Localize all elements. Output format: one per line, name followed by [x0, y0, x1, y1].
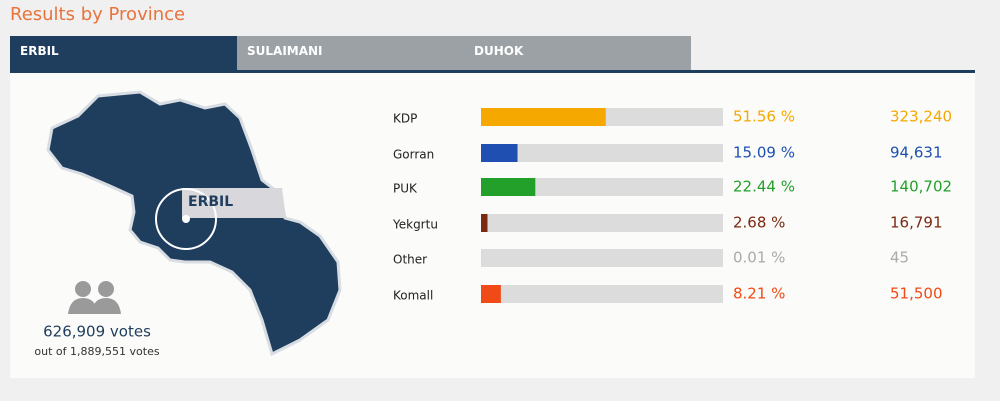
bar: [481, 178, 536, 196]
votes-label: 323,240: [890, 108, 952, 126]
votes-label: 94,631: [890, 144, 943, 162]
bar-track: [481, 144, 723, 162]
bar-track: [481, 249, 723, 267]
percent-label: 22.44 %: [733, 178, 795, 196]
voters-icon: [68, 281, 121, 314]
bar-track: [481, 214, 723, 232]
party-label: Other: [393, 253, 427, 267]
bar: [481, 214, 488, 232]
bar: [481, 144, 518, 162]
map-label-box: [182, 188, 286, 218]
votes-label: 45: [890, 249, 909, 267]
bar-track: [481, 285, 723, 303]
percent-label: 15.09 %: [733, 144, 795, 162]
locator-ring: [155, 188, 217, 250]
tab[interactable]: SULAIMANI: [237, 36, 464, 71]
bar: [481, 108, 606, 126]
map: ERBIL: [46, 90, 342, 357]
percent-label: 2.68 %: [733, 214, 785, 232]
map-label: ERBIL: [188, 194, 233, 210]
bar-track: [481, 178, 723, 196]
tab[interactable]: DUHOK: [464, 36, 691, 71]
percent-label: 0.01 %: [733, 249, 785, 267]
party-label: Yekgrtu: [392, 218, 438, 232]
party-label: KDP: [393, 112, 417, 126]
percent-label: 8.21 %: [733, 285, 785, 303]
votes-label: 16,791: [890, 214, 943, 232]
votes-total: out of 1,889,551 votes: [34, 345, 159, 358]
party-label: Gorran: [393, 148, 434, 162]
section-title: Results by Province: [10, 4, 186, 25]
party-label: PUK: [393, 182, 418, 196]
locator-dot: [182, 215, 190, 223]
votes-label: 51,500: [890, 285, 943, 303]
tab-rule: [10, 70, 975, 73]
province-shape[interactable]: [46, 90, 342, 357]
tab[interactable]: ERBIL: [10, 36, 237, 71]
votes-count: 626,909 votes: [43, 323, 151, 341]
percent-label: 51.56 %: [733, 108, 795, 126]
tab-bar: ERBIL SULAIMANI DUHOK: [10, 36, 691, 71]
party-label: Komall: [393, 289, 433, 303]
votes-label: 140,702: [890, 178, 952, 196]
bar: [481, 285, 501, 303]
